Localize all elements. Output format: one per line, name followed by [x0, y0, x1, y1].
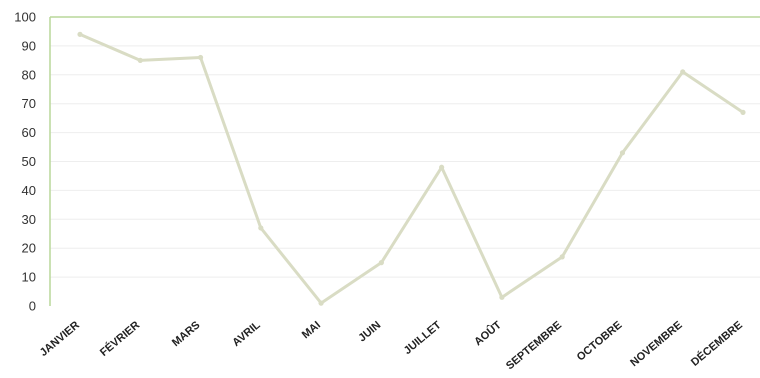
- data-point-juin: [378, 260, 384, 266]
- x-tick-label-3: MARS: [170, 319, 203, 349]
- y-tick-label-70: 70: [22, 96, 36, 111]
- x-tick-label-8: AOÛT: [472, 318, 504, 348]
- y-tick-label-0: 0: [29, 299, 36, 314]
- y-tick-label-90: 90: [22, 38, 36, 53]
- x-tick-label-1: JANVIER: [38, 319, 82, 359]
- x-tick-label-10: OCTOBRE: [575, 319, 625, 363]
- x-tick-label-6: JUIN: [356, 319, 383, 344]
- y-tick-label-80: 80: [22, 67, 36, 82]
- y-tick-label-50: 50: [22, 154, 36, 169]
- data-point-mai: [318, 300, 324, 306]
- y-tick-label-30: 30: [22, 212, 36, 227]
- axes: [49, 16, 760, 306]
- data-point-mars: [197, 54, 204, 61]
- data-point-février: [137, 57, 143, 63]
- y-tick-label-60: 60: [22, 125, 36, 140]
- series-line-1: [78, 32, 745, 305]
- x-tick-label-9: SEPTEMBRE: [504, 319, 564, 372]
- x-tick-label-5: MAI: [300, 319, 323, 341]
- data-point-janvier: [77, 31, 83, 37]
- data-point-octobre: [619, 150, 626, 156]
- y-tick-label-40: 40: [22, 183, 36, 198]
- y-tick-label-10: 10: [22, 270, 36, 285]
- x-tick-label-12: DÉCEMBRE: [688, 318, 745, 368]
- series-layer: [77, 31, 746, 306]
- y-tick-label-20: 20: [22, 241, 36, 256]
- x-tick-label-11: NOVEMBRE: [628, 319, 684, 369]
- data-point-juillet: [439, 164, 445, 170]
- data-point-août: [499, 294, 505, 300]
- y-tick-label-100: 100: [14, 10, 36, 25]
- data-point-décembre: [740, 109, 746, 115]
- x-tick-label-7: JUILLET: [402, 319, 444, 357]
- data-point-avril: [258, 225, 264, 231]
- x-tick-labels: JANVIER FÉVRIER MARS AVRIL MAI JUIN JUILLET AOÛ…: [38, 318, 745, 372]
- data-point-novembre: [680, 69, 686, 75]
- data-point-septembre: [559, 254, 565, 260]
- gridlines: [50, 45, 760, 278]
- x-tick-label-4: AVRIL: [230, 319, 263, 349]
- y-tick-labels: 0 10 20 30 40 50 60 70 80 90 100: [14, 10, 36, 314]
- x-tick-label-2: FÉVRIER: [97, 318, 142, 359]
